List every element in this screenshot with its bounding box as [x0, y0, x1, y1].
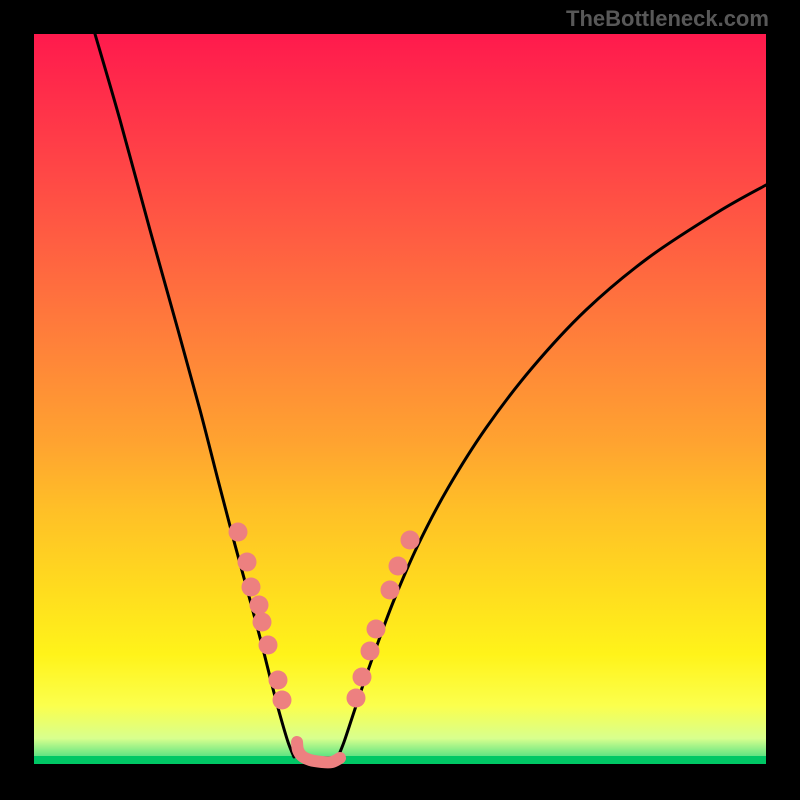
chart-svg — [0, 0, 800, 800]
marker-right-2 — [361, 642, 380, 661]
chart-root: TheBottleneck.com — [0, 0, 800, 800]
marker-left-1 — [238, 553, 257, 572]
marker-right-5 — [389, 557, 408, 576]
marker-left-6 — [269, 671, 288, 690]
marker-right-0 — [347, 689, 366, 708]
marker-bottom-hook — [297, 742, 340, 762]
marker-left-3 — [250, 596, 269, 615]
marker-left-7 — [273, 691, 292, 710]
marker-left-2 — [242, 578, 261, 597]
curve-right — [338, 185, 766, 757]
marker-right-4 — [381, 581, 400, 600]
marker-right-6 — [401, 531, 420, 550]
marker-left-5 — [259, 636, 278, 655]
marker-right-1 — [353, 668, 372, 687]
marker-left-0 — [229, 523, 248, 542]
marker-right-3 — [367, 620, 386, 639]
marker-left-4 — [253, 613, 272, 632]
